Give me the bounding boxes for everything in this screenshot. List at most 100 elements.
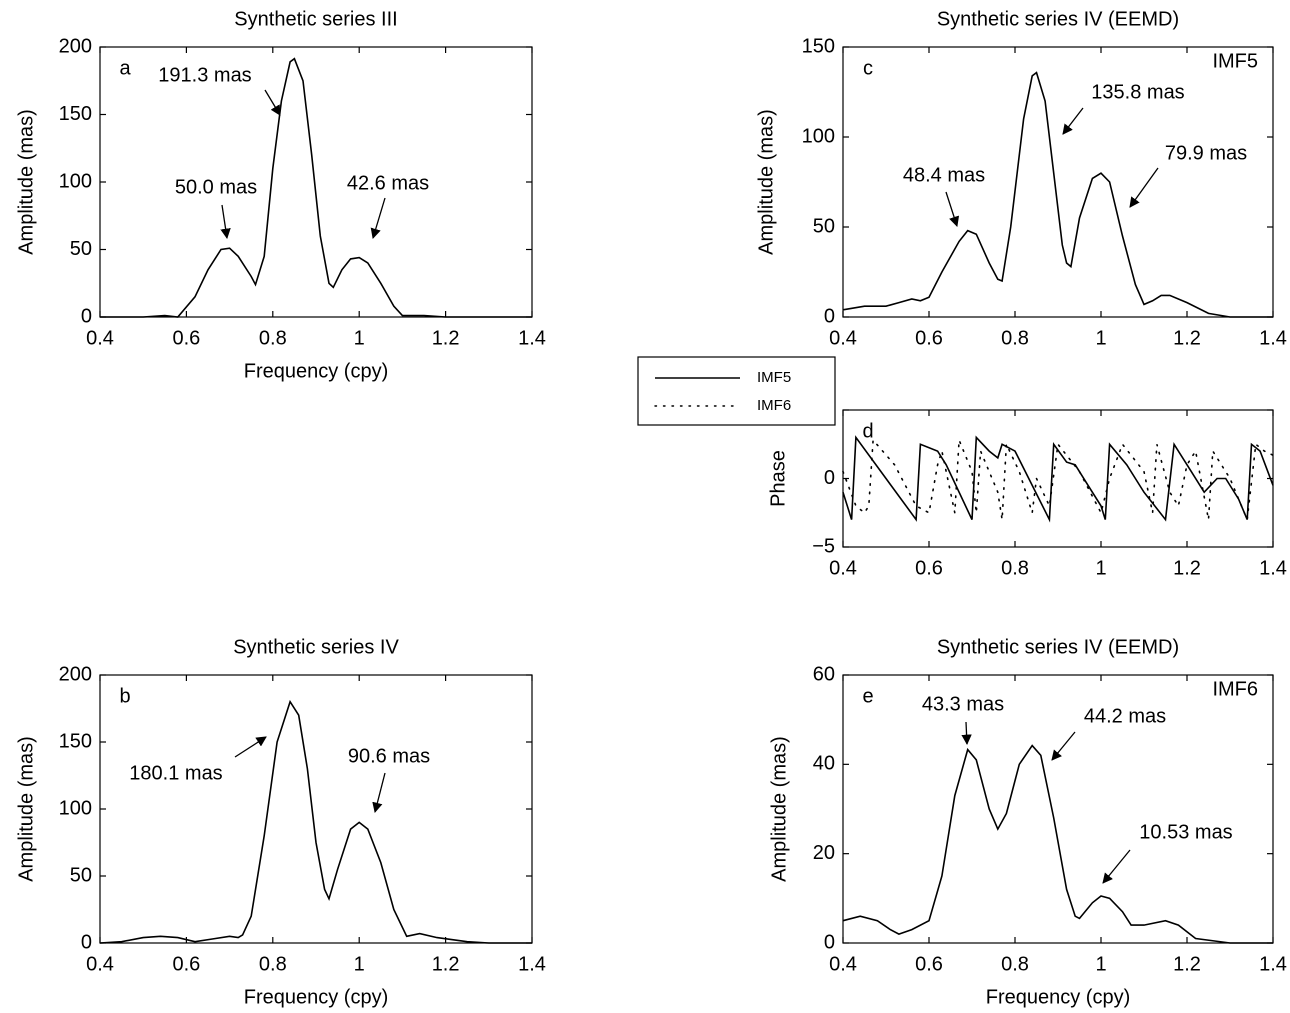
y-tick-label: 150 bbox=[802, 35, 835, 57]
x-tick-label: 0.4 bbox=[86, 327, 114, 349]
panel-label: a bbox=[119, 57, 131, 79]
line bbox=[100, 57, 532, 318]
annotation: 43.3 mas bbox=[922, 693, 1004, 715]
x-tick-label: 1.2 bbox=[1173, 327, 1201, 349]
panel-label: e bbox=[862, 685, 873, 707]
x-axis-label: Frequency (cpy) bbox=[244, 986, 389, 1008]
y-tick-label: 150 bbox=[59, 103, 92, 125]
x-tick-label: 0.4 bbox=[829, 953, 857, 975]
x-tick-label: 1.2 bbox=[432, 953, 460, 975]
x-tick-label: 1.4 bbox=[518, 327, 546, 349]
x-tick-label: 0.8 bbox=[259, 953, 287, 975]
y-tick-label: 40 bbox=[813, 753, 835, 775]
annotation-arrow bbox=[370, 197, 386, 239]
x-tick-label: 0.6 bbox=[915, 557, 943, 579]
x-tick-label: 0.4 bbox=[86, 953, 114, 975]
y-tick-label: 200 bbox=[59, 35, 92, 57]
y-tick-label: 0 bbox=[81, 931, 92, 953]
x-tick-label: 1 bbox=[354, 327, 365, 349]
annotation: 135.8 mas bbox=[1091, 81, 1184, 103]
y-tick-label: 0 bbox=[81, 305, 92, 327]
annotation-arrow bbox=[220, 204, 231, 240]
x-tick-label: 1.2 bbox=[1173, 953, 1201, 975]
annotation: 42.6 mas bbox=[347, 172, 429, 194]
y-tick-label: 150 bbox=[59, 730, 92, 752]
annotation-arrow bbox=[372, 772, 386, 814]
x-tick-label: 0.8 bbox=[1001, 557, 1029, 579]
legend-label: IMF5 bbox=[757, 369, 791, 386]
plot-frame bbox=[99, 46, 533, 318]
y-tick-label: 50 bbox=[813, 215, 835, 237]
x-axis-label: Frequency (cpy) bbox=[244, 360, 389, 382]
x-tick-label: 1.4 bbox=[1259, 953, 1287, 975]
plot-frame bbox=[842, 409, 1274, 548]
y-tick-label: 20 bbox=[813, 842, 835, 864]
annotation: 191.3 mas bbox=[158, 64, 251, 86]
annotation: 44.2 mas bbox=[1084, 705, 1166, 727]
imf-label: IMF6 bbox=[1212, 678, 1258, 700]
y-axis-label: Amplitude (mas) bbox=[15, 109, 37, 255]
panel-label: c bbox=[863, 57, 873, 79]
annotation-arrow bbox=[1129, 167, 1159, 208]
y-tick-label: 50 bbox=[70, 864, 92, 886]
y-tick-label: 100 bbox=[59, 170, 92, 192]
annotation-arrow bbox=[945, 191, 960, 227]
plot-frame bbox=[842, 46, 1274, 318]
chart-title: Synthetic series IV bbox=[233, 636, 399, 658]
chart-title: Synthetic series IV (EEMD) bbox=[937, 8, 1179, 30]
annotation-arrow bbox=[264, 89, 281, 116]
x-tick-label: 0.6 bbox=[915, 953, 943, 975]
annotation: 180.1 mas bbox=[129, 762, 222, 784]
x-tick-label: 0.8 bbox=[259, 327, 287, 349]
y-tick-label: 200 bbox=[59, 663, 92, 685]
annotation: 90.6 mas bbox=[348, 745, 430, 767]
x-tick-label: 0.8 bbox=[1001, 953, 1029, 975]
x-tick-label: 1.4 bbox=[518, 953, 546, 975]
x-tick-label: 1 bbox=[1095, 557, 1106, 579]
y-axis-label: Phase bbox=[767, 450, 789, 507]
x-tick-label: 0.4 bbox=[829, 327, 857, 349]
legend-label: IMF6 bbox=[757, 397, 791, 414]
annotation: 79.9 mas bbox=[1165, 142, 1247, 164]
y-axis-label: Amplitude (mas) bbox=[755, 109, 777, 255]
x-axis-label: Frequency (cpy) bbox=[986, 986, 1131, 1008]
panel-label: d bbox=[862, 420, 873, 442]
x-tick-label: 1 bbox=[354, 953, 365, 975]
y-tick-label: 100 bbox=[59, 797, 92, 819]
y-tick-label: 0 bbox=[824, 931, 835, 953]
annotation-arrow bbox=[1062, 107, 1084, 135]
x-tick-label: 1.4 bbox=[1259, 557, 1287, 579]
annotation-arrow bbox=[234, 736, 267, 758]
x-tick-label: 0.4 bbox=[829, 557, 857, 579]
x-tick-label: 1 bbox=[1095, 953, 1106, 975]
x-tick-label: 0.6 bbox=[172, 953, 200, 975]
line bbox=[842, 71, 1273, 318]
y-tick-label: 0 bbox=[824, 467, 835, 489]
y-axis-label: Amplitude (mas) bbox=[768, 736, 790, 882]
x-tick-label: 1.4 bbox=[1259, 327, 1287, 349]
annotation-arrow bbox=[1102, 849, 1131, 884]
x-tick-label: 0.6 bbox=[172, 327, 200, 349]
plot-frame bbox=[99, 674, 533, 944]
imf-label: IMF5 bbox=[1212, 50, 1258, 72]
panel-label: b bbox=[119, 685, 130, 707]
chart-title: Synthetic series III bbox=[234, 8, 397, 30]
annotation-arrow bbox=[1051, 731, 1076, 761]
line bbox=[842, 435, 1274, 523]
annotation: 48.4 mas bbox=[903, 164, 985, 186]
annotation: 10.53 mas bbox=[1139, 821, 1232, 843]
y-tick-label: 50 bbox=[70, 238, 92, 260]
plot-frame bbox=[842, 674, 1274, 944]
x-tick-label: 0.8 bbox=[1001, 327, 1029, 349]
line bbox=[842, 744, 1273, 944]
x-tick-label: 1.2 bbox=[1173, 557, 1201, 579]
y-tick-label: −5 bbox=[812, 535, 835, 557]
y-tick-label: 100 bbox=[802, 125, 835, 147]
chart-title: Synthetic series IV (EEMD) bbox=[937, 636, 1179, 658]
x-tick-label: 1.2 bbox=[432, 327, 460, 349]
x-tick-label: 1 bbox=[1095, 327, 1106, 349]
line bbox=[842, 438, 1274, 523]
y-tick-label: 60 bbox=[813, 663, 835, 685]
legend-box bbox=[637, 356, 836, 426]
